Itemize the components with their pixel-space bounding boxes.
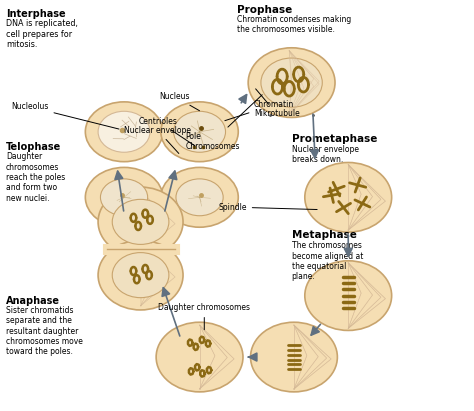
- Ellipse shape: [305, 261, 392, 330]
- Ellipse shape: [251, 322, 337, 392]
- Text: Nuclear envelope
breaks down.: Nuclear envelope breaks down.: [292, 145, 359, 164]
- Text: Mikrotubule: Mikrotubule: [254, 89, 300, 118]
- Ellipse shape: [161, 167, 238, 227]
- Text: DNA is replicated,
cell prepares for
mitosis.: DNA is replicated, cell prepares for mit…: [6, 19, 78, 49]
- Text: Chromatin: Chromatin: [225, 100, 294, 121]
- Text: Nucleus: Nucleus: [159, 92, 200, 111]
- Text: Spindle: Spindle: [218, 203, 317, 212]
- Ellipse shape: [98, 240, 183, 310]
- Text: Chromatin condenses making
the chromosomes visible.: Chromatin condenses making the chromosom…: [237, 15, 352, 35]
- Ellipse shape: [248, 48, 335, 118]
- Text: Centrioles: Centrioles: [138, 117, 195, 146]
- Text: Pole
Chromosomes: Pole Chromosomes: [185, 95, 262, 151]
- Ellipse shape: [173, 111, 226, 152]
- Text: Interphase: Interphase: [6, 9, 66, 19]
- Text: Sister chromatids
separate and the
resultant daughter
chromosomes move
toward th: Sister chromatids separate and the resul…: [6, 306, 83, 356]
- Ellipse shape: [98, 187, 183, 257]
- Text: Daughter
chromosomes
reach the poles
and form two
new nuclei.: Daughter chromosomes reach the poles and…: [6, 152, 65, 203]
- Ellipse shape: [112, 253, 169, 298]
- Ellipse shape: [156, 322, 243, 392]
- Text: The chromosomes
become aligned at
the equatorial
plane.: The chromosomes become aligned at the eq…: [292, 241, 363, 282]
- Text: Metaphase: Metaphase: [292, 230, 356, 240]
- Text: Anaphase: Anaphase: [6, 296, 60, 306]
- Text: Nuclear envelope: Nuclear envelope: [124, 126, 191, 153]
- Text: Telophase: Telophase: [6, 142, 61, 152]
- Text: Daughter chromosomes: Daughter chromosomes: [158, 303, 250, 330]
- Ellipse shape: [176, 179, 223, 216]
- Ellipse shape: [98, 111, 150, 152]
- Text: Prometaphase: Prometaphase: [292, 134, 377, 144]
- Ellipse shape: [100, 179, 147, 216]
- Ellipse shape: [161, 102, 238, 162]
- Ellipse shape: [112, 199, 169, 245]
- Ellipse shape: [85, 167, 163, 227]
- Ellipse shape: [85, 102, 163, 162]
- Text: Nucleolus: Nucleolus: [11, 102, 119, 129]
- Ellipse shape: [261, 58, 322, 107]
- Ellipse shape: [305, 162, 392, 232]
- Text: Prophase: Prophase: [237, 5, 292, 15]
